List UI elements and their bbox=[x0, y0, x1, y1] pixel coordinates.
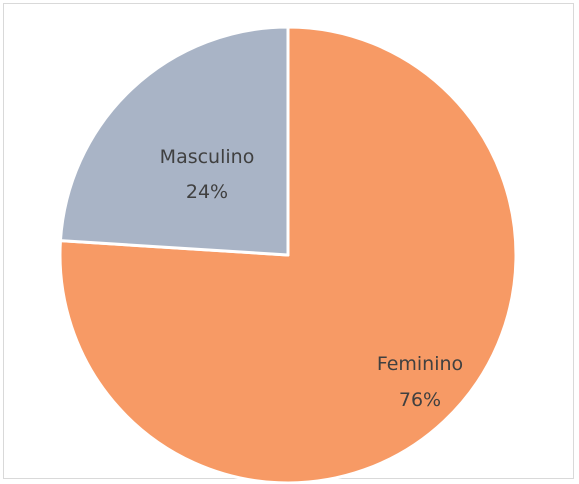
pie-slice-feminino bbox=[58, 25, 518, 484]
slice-label-feminino: Feminino bbox=[377, 353, 463, 375]
pie-slice-masculino bbox=[58, 25, 290, 257]
pie-labels: Masculino 24% Feminino 76% bbox=[160, 146, 464, 411]
slice-value-masculino: 24% bbox=[186, 181, 228, 203]
slice-label-masculino: Masculino bbox=[160, 146, 255, 168]
pie-slices bbox=[58, 25, 518, 484]
slice-value-feminino: 76% bbox=[399, 389, 441, 411]
